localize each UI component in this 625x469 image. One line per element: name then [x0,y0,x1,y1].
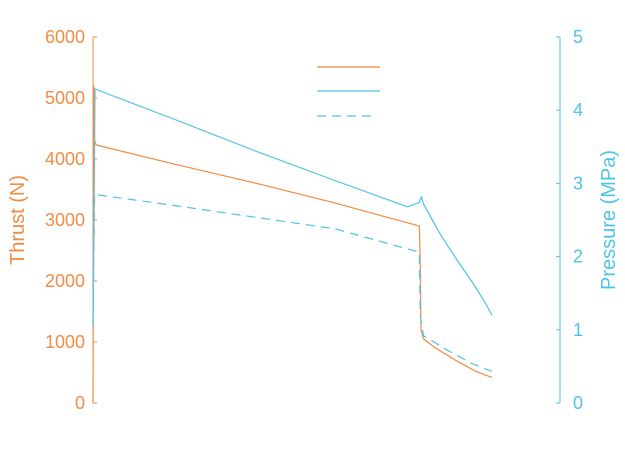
left-y-axis: 0 1000 2000 3000 4000 5000 6000 [45,27,97,413]
right-tick-label: 2 [573,247,583,267]
left-tick-label: 3000 [45,210,85,230]
right-tick-label: 5 [573,27,583,47]
series-line-3 [92,193,493,373]
series-layer [92,85,493,404]
right-tick-label: 4 [573,100,583,120]
left-tick-label: 6000 [45,27,85,47]
left-tick-label: 0 [75,393,85,413]
legend [317,66,380,117]
right-y-axis: 0 1 2 3 4 5 [556,27,583,413]
right-tick-label: 1 [573,320,583,340]
right-axis-title: Pressure (MPa) [598,150,620,290]
left-tick-label: 2000 [45,271,85,291]
left-tick-label: 5000 [45,88,85,108]
series-line-2 [92,88,493,327]
left-tick-label: 4000 [45,149,85,169]
series-line-1 [92,85,493,404]
left-tick-label: 1000 [45,332,85,352]
right-tick-label: 3 [573,173,583,193]
left-axis-title: Thrust (N) [7,175,29,265]
right-tick-label: 0 [573,393,583,413]
